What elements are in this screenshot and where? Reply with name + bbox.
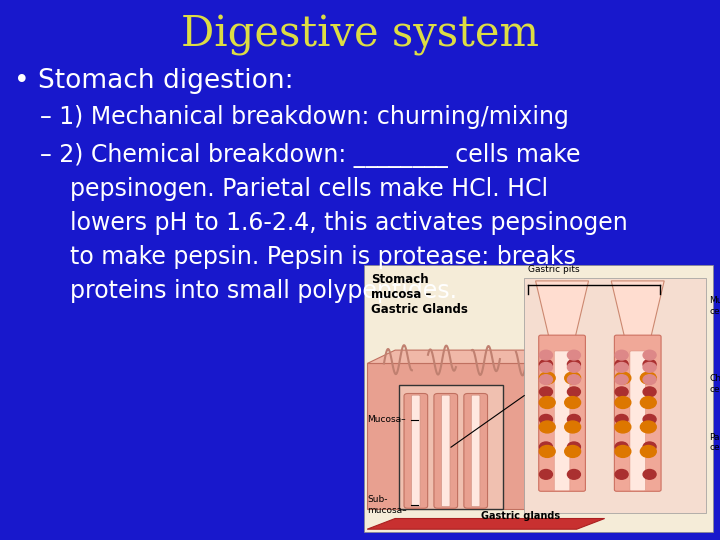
Circle shape [615, 375, 628, 384]
FancyBboxPatch shape [441, 395, 450, 507]
Circle shape [564, 421, 580, 433]
Circle shape [567, 387, 580, 397]
Circle shape [643, 415, 656, 424]
Circle shape [539, 362, 552, 372]
Circle shape [615, 421, 631, 433]
Polygon shape [367, 350, 605, 363]
Text: proteins into small polypeptides.: proteins into small polypeptides. [40, 279, 456, 303]
Circle shape [615, 469, 628, 479]
Circle shape [643, 442, 656, 452]
Circle shape [640, 396, 656, 408]
Circle shape [615, 372, 631, 384]
Circle shape [539, 387, 552, 397]
Text: – 2) Chemical breakdown: ________ cells make: – 2) Chemical breakdown: ________ cells … [40, 143, 580, 168]
Circle shape [643, 387, 656, 397]
Text: Gastric pits: Gastric pits [528, 265, 580, 274]
Circle shape [615, 396, 631, 408]
Circle shape [539, 442, 552, 452]
FancyBboxPatch shape [434, 394, 458, 508]
Circle shape [567, 469, 580, 479]
Text: Stomach
mucosa –
Gastric Glands: Stomach mucosa – Gastric Glands [371, 273, 468, 315]
FancyBboxPatch shape [472, 395, 480, 507]
Text: Gastric glands: Gastric glands [481, 511, 560, 521]
Circle shape [615, 360, 628, 369]
Circle shape [640, 446, 656, 457]
Text: to make pepsin. Pepsin is protease: breaks: to make pepsin. Pepsin is protease: brea… [40, 245, 575, 269]
Circle shape [539, 396, 555, 408]
Text: • Stomach digestion:: • Stomach digestion: [14, 68, 294, 93]
Circle shape [643, 362, 656, 372]
FancyBboxPatch shape [630, 351, 646, 491]
Text: Mucous
cell: Mucous cell [709, 296, 720, 316]
Circle shape [539, 446, 555, 457]
FancyBboxPatch shape [614, 335, 661, 491]
Text: Parietal
cell: Parietal cell [709, 433, 720, 453]
Circle shape [615, 415, 628, 424]
Circle shape [567, 362, 580, 372]
Circle shape [564, 396, 580, 408]
FancyBboxPatch shape [554, 351, 570, 491]
Circle shape [539, 375, 552, 384]
Polygon shape [536, 281, 588, 337]
Circle shape [539, 415, 552, 424]
Circle shape [539, 421, 555, 433]
FancyBboxPatch shape [539, 335, 585, 491]
Circle shape [567, 415, 580, 424]
Polygon shape [367, 518, 605, 529]
Circle shape [564, 446, 580, 457]
Circle shape [539, 350, 552, 360]
Text: Chief
cell: Chief cell [709, 374, 720, 394]
Text: Mucosa–: Mucosa– [367, 415, 406, 424]
Circle shape [539, 372, 555, 384]
Circle shape [643, 350, 656, 360]
Circle shape [640, 421, 656, 433]
FancyBboxPatch shape [364, 265, 713, 532]
Circle shape [640, 372, 656, 384]
Circle shape [567, 375, 580, 384]
Circle shape [567, 360, 580, 369]
Circle shape [615, 442, 628, 452]
Circle shape [643, 469, 656, 479]
Circle shape [567, 350, 580, 360]
Circle shape [615, 362, 628, 372]
Text: – 1) Mechanical breakdown: churning/mixing: – 1) Mechanical breakdown: churning/mixi… [40, 105, 569, 129]
Polygon shape [577, 350, 605, 509]
Text: lowers pH to 1.6-2.4, this activates pepsinogen: lowers pH to 1.6-2.4, this activates pep… [40, 211, 627, 235]
Circle shape [643, 360, 656, 369]
Circle shape [539, 469, 552, 479]
Circle shape [539, 360, 552, 369]
Circle shape [615, 350, 628, 360]
Text: Sub-
mucosa–: Sub- mucosa– [367, 496, 407, 515]
Polygon shape [611, 281, 665, 337]
Polygon shape [367, 363, 577, 509]
Circle shape [615, 446, 631, 457]
Circle shape [615, 387, 628, 397]
FancyBboxPatch shape [399, 385, 503, 509]
FancyBboxPatch shape [411, 395, 420, 507]
Circle shape [643, 375, 656, 384]
Text: pepsinogen. Parietal cells make HCl. HCl: pepsinogen. Parietal cells make HCl. HCl [40, 177, 548, 201]
Circle shape [564, 372, 580, 384]
FancyBboxPatch shape [524, 278, 706, 513]
FancyBboxPatch shape [404, 394, 428, 508]
Circle shape [567, 442, 580, 452]
FancyBboxPatch shape [464, 394, 487, 508]
Text: Digestive system: Digestive system [181, 14, 539, 56]
